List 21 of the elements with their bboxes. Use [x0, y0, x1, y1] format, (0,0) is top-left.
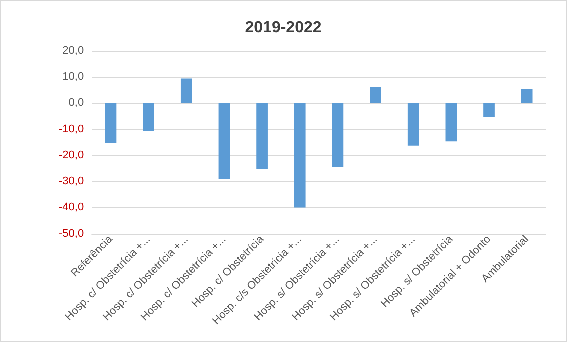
bar — [446, 103, 458, 142]
y-tick-label: 10,0 — [62, 71, 84, 84]
y-tick-label: -10,0 — [58, 123, 84, 136]
y-tick-label: 20,0 — [62, 45, 84, 57]
y-tick-label: -30,0 — [58, 176, 84, 188]
y-tick-label: -50,0 — [58, 228, 84, 240]
bar — [218, 103, 230, 179]
bar — [180, 78, 192, 104]
bar — [256, 103, 268, 170]
y-tick-label: 0,0 — [68, 97, 84, 110]
bar — [143, 103, 154, 132]
bar — [408, 103, 420, 146]
y-tick-label: -40,0 — [58, 202, 84, 214]
y-tick-label: -20,0 — [58, 149, 84, 162]
bar — [294, 103, 306, 208]
bar — [484, 103, 495, 118]
bar — [332, 103, 344, 167]
bar — [521, 89, 533, 104]
bar — [105, 103, 117, 143]
bar — [370, 87, 382, 104]
chart-title: 2019-2022 — [245, 20, 322, 36]
